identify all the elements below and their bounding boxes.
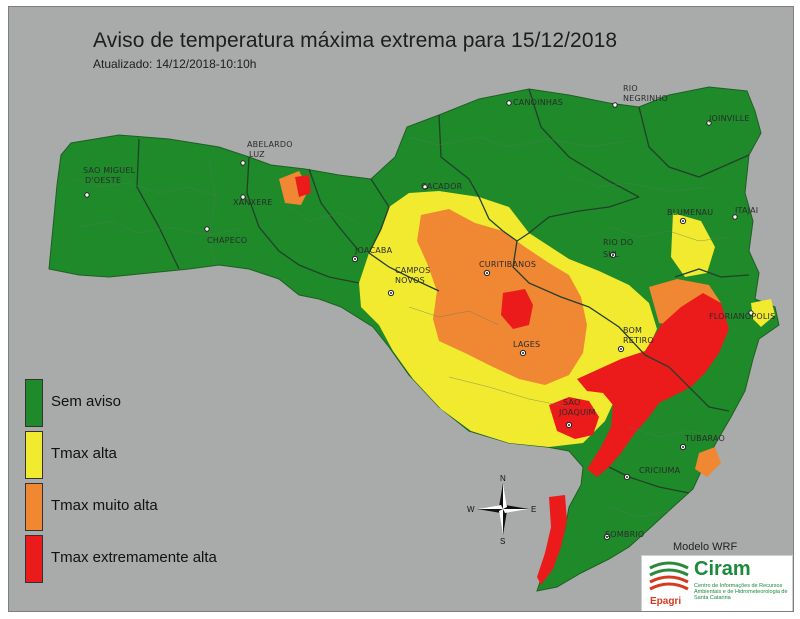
svg-text:ABELARDO: ABELARDO — [247, 140, 293, 149]
svg-text:BLUMENAU: BLUMENAU — [667, 208, 713, 217]
svg-text:NOVOS: NOVOS — [395, 276, 425, 285]
svg-text:BOM: BOM — [623, 326, 642, 335]
compass-n: N — [500, 474, 506, 483]
svg-text:FLORIANOPOLIS: FLORIANOPOLIS — [709, 312, 775, 321]
svg-text:SAO MIGUEL: SAO MIGUEL — [83, 166, 136, 175]
legend: Sem aviso Tmax alta Tmax muito alta Tmax… — [25, 379, 265, 583]
svg-text:CAMPOS: CAMPOS — [395, 266, 430, 275]
region-tmax-alta-east — [671, 213, 715, 277]
city-chapeco: CHAPECO — [204, 226, 247, 245]
city-blumenau: BLUMENAU — [667, 208, 713, 225]
svg-text:CHAPECO: CHAPECO — [207, 236, 247, 245]
updated-timestamp: Atualizado: 14/12/2018-10:10h — [93, 57, 257, 71]
svg-text:ITAJAI: ITAJAI — [735, 206, 758, 215]
city-florianopolis: FLORIANOPOLIS — [709, 310, 775, 321]
city-joinville: JOINVILLE — [706, 114, 750, 126]
municipal-boundaries — [68, 136, 730, 518]
legend-swatch — [25, 379, 43, 427]
epagri-logo-icon — [649, 561, 689, 591]
svg-text:CRICIUMA: CRICIUMA — [639, 466, 681, 475]
legend-label: Tmax muito alta — [51, 497, 158, 514]
legend-item-tmax-muito-alta: Tmax muito alta — [25, 483, 265, 531]
region-tmax-extremamente-alta-center — [501, 289, 533, 329]
legend-label: Sem aviso — [51, 393, 122, 410]
svg-text:SUL: SUL — [603, 250, 619, 259]
region-tmax-alta-coast — [751, 299, 775, 327]
svg-text:CANOINHAS: CANOINHAS — [513, 98, 563, 107]
city-sombrio: SOMBRIO — [603, 530, 644, 541]
city-lages: LAGES — [513, 340, 540, 357]
city-tubarao: TUBARAO — [679, 434, 725, 451]
ciram-logo: Epagri Ciram Centro de Informações de Re… — [641, 555, 793, 611]
logo-brand: Ciram — [694, 558, 751, 580]
legend-swatch — [25, 483, 43, 531]
page-title: Aviso de temperatura máxima extrema para… — [93, 29, 618, 52]
svg-text:JOAQUIM: JOAQUIM — [558, 408, 596, 417]
svg-text:SAO: SAO — [563, 398, 580, 407]
legend-item-tmax-extremamente-alta: Tmax extremamente alta — [25, 535, 265, 583]
svg-text:CURITIBANOS: CURITIBANOS — [479, 260, 536, 269]
svg-text:JOACABA: JOACABA — [354, 246, 393, 255]
svg-text:LUZ: LUZ — [249, 150, 265, 159]
compass-e: E — [531, 505, 536, 514]
legend-label: Tmax extremamente alta — [51, 549, 217, 566]
city-joacaba: JOACABA — [351, 246, 393, 263]
region-tmax-extremamente-alta-south — [549, 397, 599, 439]
city-curitibanos: CURITIBANOS — [479, 260, 536, 277]
model-label: Modelo WRF — [673, 541, 738, 553]
city-cacador: CACADOR — [421, 182, 463, 191]
region-tmax-muito-alta-south — [695, 447, 721, 477]
region-tmax-extremamente-alta-north — [295, 175, 311, 197]
city-rio-do-sul: RIO DO SUL — [603, 238, 633, 259]
compass-w: W — [467, 505, 475, 514]
svg-text:XANXERE: XANXERE — [233, 198, 273, 207]
logo-description: Centro de Informações de Recursos Ambien… — [694, 583, 788, 601]
region-tmax-muito-alta — [417, 209, 587, 385]
legend-label: Tmax alta — [51, 445, 117, 462]
svg-text:LAGES: LAGES — [513, 340, 540, 349]
map-frame: SAO MIGUEL D'OESTE ABELARDO LUZ XANXERE CH… — [8, 6, 794, 612]
svg-text:SOMBRIO: SOMBRIO — [605, 530, 644, 539]
svg-text:RETIRO: RETIRO — [623, 336, 654, 345]
legend-item-tmax-alta: Tmax alta — [25, 431, 265, 479]
region-tmax-extremamente-alta-coast — [537, 495, 567, 585]
region-tmax-extremamente-alta-east — [577, 293, 729, 477]
regional-boundaries — [136, 88, 750, 494]
legend-item-sem-aviso: Sem aviso — [25, 379, 265, 427]
city-xanxere: XANXERE — [233, 194, 273, 207]
svg-text:NEGRINHO: NEGRINHO — [623, 94, 668, 103]
city-itajai: ITAJAI — [732, 206, 758, 220]
svg-text:CACADOR: CACADOR — [421, 182, 463, 191]
svg-text:RIO: RIO — [623, 84, 638, 93]
svg-text:TUBARAO: TUBARAO — [684, 434, 725, 443]
svg-text:JOINVILLE: JOINVILLE — [708, 114, 750, 123]
compass-s: S — [500, 537, 505, 545]
legend-swatch — [25, 431, 43, 479]
city-canoinhas: CANOINHAS — [506, 98, 563, 107]
svg-text:D'OESTE: D'OESTE — [85, 176, 121, 185]
svg-text:RIO DO: RIO DO — [603, 238, 633, 247]
logo-org: Epagri — [650, 596, 682, 607]
compass-rose-icon: N S W E — [467, 474, 536, 545]
legend-swatch — [25, 535, 43, 583]
city-criciuma: CRICIUMA — [623, 466, 681, 481]
